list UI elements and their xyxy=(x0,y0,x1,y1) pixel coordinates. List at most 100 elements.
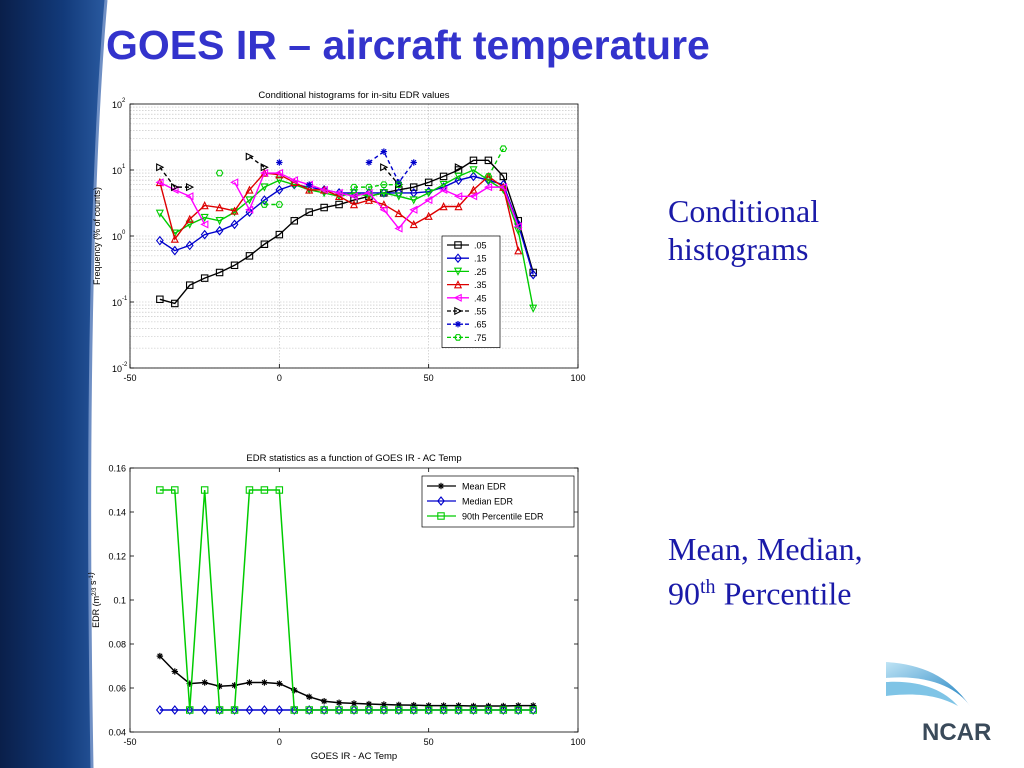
data-point xyxy=(499,706,508,714)
series-p45 xyxy=(155,168,523,233)
caption-superscript: th xyxy=(700,576,716,598)
data-point xyxy=(171,299,179,308)
legend-label: .05 xyxy=(474,241,487,251)
y-tick-label: 10 xyxy=(112,364,122,374)
marker-stroke xyxy=(351,700,357,707)
data-point xyxy=(200,220,209,229)
data-point xyxy=(484,706,493,714)
y-axis-label-part: -1 xyxy=(89,574,95,580)
data-point xyxy=(379,705,388,715)
data-point xyxy=(349,192,358,201)
data-point xyxy=(155,235,164,246)
marker-stroke xyxy=(276,159,283,166)
data-point xyxy=(260,201,269,208)
y-tick-label: 0.14 xyxy=(108,508,126,518)
legend-marker xyxy=(454,306,463,316)
data-point xyxy=(350,700,358,707)
data-point xyxy=(230,206,239,215)
data-point xyxy=(499,705,508,715)
y-axis-label-part: 2/3 xyxy=(92,587,98,596)
data-point xyxy=(319,185,328,194)
data-point xyxy=(409,205,418,214)
series-p65 xyxy=(276,148,417,188)
series-line xyxy=(159,181,206,225)
data-point xyxy=(365,706,373,714)
y-tick-label: 10 xyxy=(112,298,122,308)
data-point xyxy=(245,152,254,161)
slide-title: GOES IR – aircraft temperature xyxy=(106,22,710,68)
data-point xyxy=(424,196,433,205)
data-point xyxy=(290,705,299,715)
data-point xyxy=(260,183,269,192)
y-tick-exponent: 1 xyxy=(122,164,126,170)
data-point xyxy=(156,163,165,172)
legend-marker xyxy=(454,334,462,341)
data-point xyxy=(424,211,433,220)
data-point xyxy=(290,706,299,714)
series-line xyxy=(159,489,534,711)
marker-stroke xyxy=(157,653,163,659)
data-point xyxy=(424,705,433,715)
legend-label: .55 xyxy=(474,307,487,317)
data-point xyxy=(394,192,403,201)
data-point xyxy=(260,163,269,172)
data-point xyxy=(200,274,209,282)
data-point xyxy=(170,234,179,243)
legend-marker xyxy=(454,253,462,264)
data-point xyxy=(230,706,239,714)
data-point xyxy=(454,172,463,181)
data-point xyxy=(260,705,269,715)
data-point xyxy=(379,205,388,214)
data-point xyxy=(200,201,209,210)
marker-stroke xyxy=(336,700,342,706)
data-point xyxy=(365,705,373,715)
data-point xyxy=(483,183,493,192)
data-point xyxy=(334,188,343,197)
data-point xyxy=(334,191,344,201)
data-point xyxy=(349,200,359,209)
legend-marker xyxy=(454,241,462,249)
data-point xyxy=(156,486,164,494)
data-point xyxy=(439,180,448,190)
legend-marker xyxy=(453,267,463,276)
data-point xyxy=(215,169,224,177)
data-point xyxy=(439,705,448,715)
data-point xyxy=(185,705,194,715)
data-point xyxy=(365,700,373,708)
data-point xyxy=(529,705,538,715)
y-tick-exponent: -2 xyxy=(122,362,128,368)
series-line xyxy=(383,166,400,186)
data-point xyxy=(335,706,343,714)
legend-label: Mean EDR xyxy=(462,482,507,492)
data-point xyxy=(424,189,433,198)
series-line xyxy=(159,172,519,251)
data-point xyxy=(305,185,314,194)
data-point xyxy=(275,486,284,494)
series-p05 xyxy=(156,156,537,308)
data-point xyxy=(364,188,373,197)
data-point xyxy=(439,202,448,211)
data-point xyxy=(484,156,493,165)
marker-stroke xyxy=(261,679,268,686)
data-point xyxy=(275,230,284,239)
data-point xyxy=(185,281,194,289)
y-tick-label: 0.12 xyxy=(108,552,126,562)
data-point xyxy=(350,705,358,715)
data-point xyxy=(305,706,313,714)
data-point xyxy=(245,705,254,715)
legend-marker xyxy=(437,496,445,506)
y-tick-label: 0.08 xyxy=(108,640,126,650)
data-point xyxy=(261,679,268,686)
x-tick-label: -50 xyxy=(123,737,136,747)
data-point xyxy=(454,175,463,186)
data-point xyxy=(170,245,179,256)
data-point xyxy=(275,705,284,715)
marker-stroke xyxy=(366,701,372,707)
data-point xyxy=(350,183,358,191)
x-tick-label: 0 xyxy=(277,737,282,747)
data-point xyxy=(395,706,403,714)
data-point xyxy=(469,706,478,714)
data-point xyxy=(155,209,164,218)
data-point xyxy=(201,679,208,686)
data-point xyxy=(274,168,284,178)
